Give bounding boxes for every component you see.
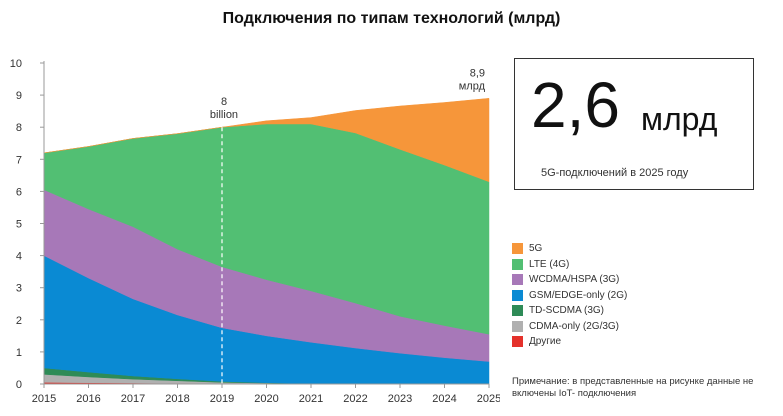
x-tick-label: 2017 (121, 393, 145, 405)
legend-swatch (512, 305, 523, 317)
legend-item: 5G (512, 241, 627, 257)
legend-item: WCDMA/HSPA (3G) (512, 272, 627, 288)
legend-item: CDMA-only (2G/3G) (512, 319, 627, 335)
x-tick-label: 2023 (388, 393, 412, 405)
y-tick-label: 2 (16, 315, 22, 327)
axes: 0 1 2 3 4 5 6 7 8 9 10 2015 2016 2017 2018 2019 2020 2021… (10, 58, 500, 405)
x-tick-label: 2016 (76, 393, 100, 405)
y-tick-label: 3 (16, 283, 22, 295)
legend-label: TD-SCDMA (3G) (529, 305, 604, 317)
x-tick-label: 2024 (432, 393, 456, 405)
y-tick-label: 4 (16, 251, 22, 263)
y-tick-label: 1 (16, 347, 22, 359)
legend-item: Другие (512, 334, 627, 350)
x-tick-label: 2021 (299, 393, 323, 405)
x-tick-label: 2018 (165, 393, 189, 405)
y-tick-label: 8 (16, 122, 22, 134)
kpi-caption: 5G-подключений в 2025 году (541, 167, 689, 179)
annotation-value-0: 8 (221, 96, 227, 108)
x-tick-label: 2025 (477, 393, 500, 405)
legend-swatch (512, 274, 523, 286)
legend-swatch (512, 336, 523, 348)
area-layers (43, 98, 490, 385)
x-tick-label: 2022 (343, 393, 367, 405)
legend-label: LTE (4G) (529, 258, 570, 270)
legend-swatch (512, 243, 523, 255)
legend-label: 5G (529, 243, 543, 255)
y-tick-label: 9 (16, 90, 22, 102)
annotation-unit-1: млрд (459, 80, 486, 92)
legend-swatch (512, 258, 523, 270)
y-tick-label: 6 (16, 186, 22, 198)
legend-swatch (512, 289, 523, 301)
legend-label: Другие (529, 336, 562, 348)
chart-title: Подключения по типам технологий (млрд) (222, 10, 561, 27)
legend-label: CDMA-only (2G/3G) (529, 320, 620, 332)
y-tick-label: 7 (16, 154, 22, 166)
legend-swatch (512, 320, 523, 332)
annotation-unit-0: billion (210, 109, 238, 121)
annotation-value-1: 8,9 (470, 67, 485, 79)
legend-item: TD-SCDMA (3G) (512, 303, 627, 319)
x-tick-label: 2019 (210, 393, 234, 405)
area-series-6 (43, 98, 490, 183)
legend-label: WCDMA/HSPA (3G) (529, 274, 620, 286)
kpi-value: 2,6 (531, 69, 620, 141)
legend-item: GSM/EDGE-only (2G) (512, 288, 627, 304)
kpi-card: 2,6 млрд 5G-подключений в 2025 году (514, 58, 754, 190)
footnote: Примечание: в представленные на рисунке … (512, 376, 754, 399)
y-tick-label: 10 (10, 58, 22, 70)
legend: 5G LTE (4G) WCDMA/HSPA (3G) GSM/EDGE-only (… (512, 241, 627, 350)
x-tick-label: 2020 (254, 393, 278, 405)
legend-item: LTE (4G) (512, 257, 627, 273)
stacked-area-chart: 0 1 2 3 4 5 6 7 8 9 10 2015 2016 2017 2018 2019 2020 2021… (10, 58, 500, 405)
y-tick-label: 5 (16, 219, 22, 231)
kpi-unit: млрд (641, 101, 718, 137)
legend-label: GSM/EDGE-only (2G) (529, 289, 628, 301)
y-tick-label: 0 (16, 379, 22, 391)
x-tick-label: 2015 (32, 393, 56, 405)
